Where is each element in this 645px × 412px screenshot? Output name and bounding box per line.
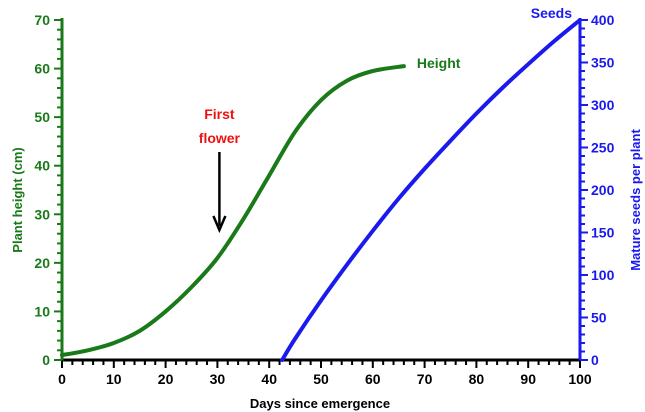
- y-right-tick-label: 100: [591, 267, 615, 283]
- series-group: Height Seeds: [60, 5, 582, 362]
- series-label-height: Height: [417, 55, 461, 71]
- axes-group: 0 10 20 30 40 50 60 70 80 90 100 0 10 20 30 40 50 60 70 0 50…: [34, 12, 614, 387]
- x-tick-label: 100: [568, 371, 592, 387]
- annotation-arrow-head: [212, 215, 227, 234]
- y-left-tick-label: 70: [34, 12, 50, 28]
- x-tick-label: 20: [158, 371, 174, 387]
- series-label-seeds: Seeds: [531, 5, 572, 21]
- y-left-tick-label: 0: [42, 352, 50, 368]
- y-right-tick-label: 50: [591, 310, 607, 326]
- x-tick-label: 90: [520, 371, 536, 387]
- y-axis-right-title: Mature seeds per plant: [628, 129, 643, 271]
- y-left-tick-label: 50: [34, 109, 50, 125]
- series-line-seeds: [280, 18, 582, 362]
- x-tick-label: 50: [313, 371, 329, 387]
- x-tick-label: 30: [210, 371, 226, 387]
- annotation-text-line1: First: [204, 106, 235, 122]
- y-right-tick-label: 350: [591, 55, 615, 71]
- y-right-tick-label: 200: [591, 182, 615, 198]
- x-axis-title: Days since emergence: [250, 396, 390, 411]
- x-tick-label: 10: [106, 371, 122, 387]
- x-tick-label: 80: [469, 371, 485, 387]
- x-tick-label: 40: [261, 371, 277, 387]
- y-left-tick-label: 30: [34, 206, 50, 222]
- y-axis-left-title: Plant height (cm): [10, 147, 25, 252]
- y-right-tick-label: 150: [591, 225, 615, 241]
- y-right-tick-label: 250: [591, 140, 615, 156]
- x-tick-label: 60: [365, 371, 381, 387]
- x-tick-label: 0: [58, 371, 66, 387]
- series-line-height: [60, 64, 406, 358]
- y-left-tick-label: 10: [34, 303, 50, 319]
- y-right-tick-label: 0: [591, 352, 599, 368]
- annotations-group: First flower: [199, 106, 241, 234]
- annotation-text-line2: flower: [199, 130, 241, 146]
- y-left-tick-label: 60: [34, 61, 50, 77]
- y-right-tick-label: 300: [591, 97, 615, 113]
- y-right-tick-label: 400: [591, 12, 615, 28]
- x-tick-label: 70: [417, 371, 433, 387]
- y-left-tick-label: 40: [34, 158, 50, 174]
- y-left-tick-label: 20: [34, 255, 50, 271]
